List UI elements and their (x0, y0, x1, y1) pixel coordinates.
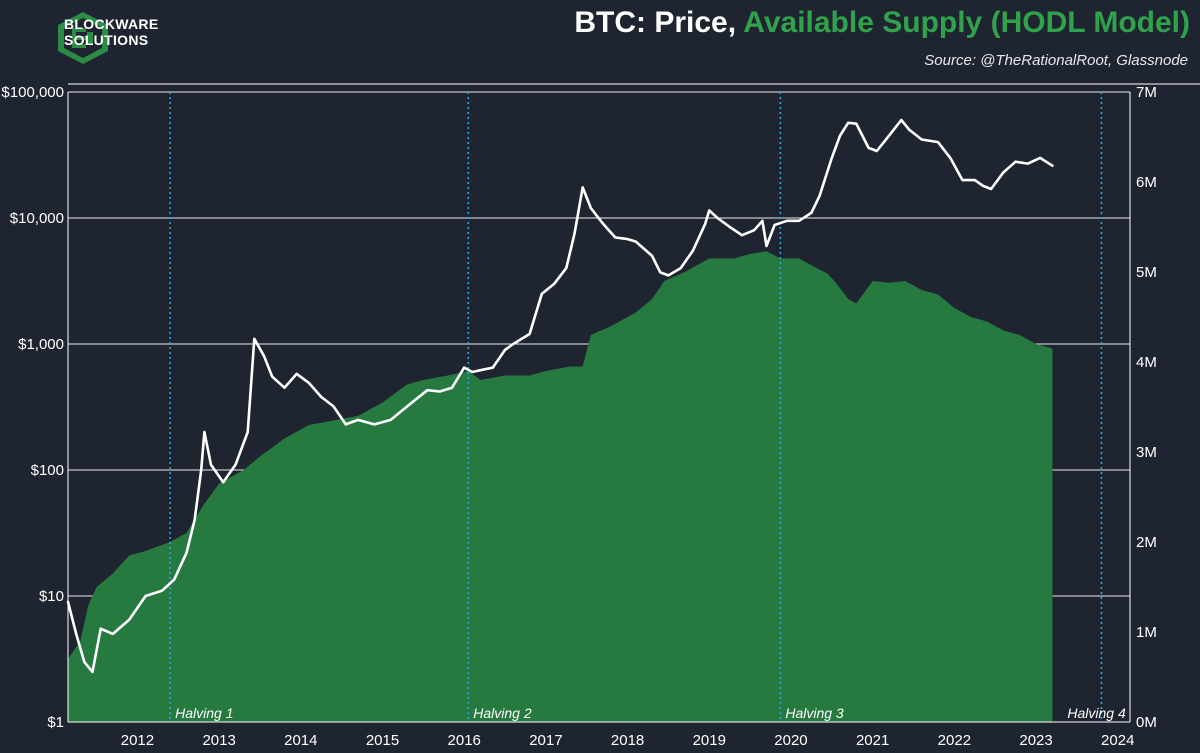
chart-source: Source: @TheRationalRoot, Glassnode (924, 52, 1188, 69)
x-tick-label: 2017 (529, 732, 562, 749)
price-line-group (66, 118, 1054, 674)
x-tick-label: 2016 (448, 732, 481, 749)
logo-line1: BLOCKWARE (64, 16, 159, 32)
x-tick-label: 2022 (938, 732, 971, 749)
plot-frame (67, 83, 1200, 723)
title-accent: Available Supply (HODL Model) (743, 6, 1190, 39)
x-tick-label: 2015 (366, 732, 399, 749)
x-tick-label: 2024 (1101, 732, 1134, 749)
y-left-tick-label: $1 (47, 714, 64, 731)
x-tick-label: 2018 (611, 732, 644, 749)
y-right-tick-label: 0M (1136, 714, 1157, 731)
x-tick-label: 2023 (1019, 732, 1052, 749)
x-tick-label: 2014 (284, 732, 317, 749)
chart-title: BTC: Price, Available Supply (HODL Model… (574, 6, 1190, 40)
y-left-tick-label: $1,000 (18, 336, 64, 353)
x-tick-label: 2021 (856, 732, 889, 749)
y-right-tick-label: 7M (1136, 84, 1157, 101)
y-left-tick-label: $100,000 (1, 84, 64, 101)
halving-label: Halving 2 (473, 705, 532, 721)
price-line (66, 118, 1054, 674)
y-left-tick-label: $10 (39, 588, 64, 605)
y-right-tick-label: 4M (1136, 354, 1157, 371)
y-left-tick-label: $10,000 (10, 210, 64, 227)
y-right-tick-label: 1M (1136, 624, 1157, 641)
y-right-tick-label: 5M (1136, 264, 1157, 281)
halving-label: Halving 1 (175, 705, 233, 721)
blockware-logo-icon (58, 12, 108, 64)
available-supply-area (68, 251, 1053, 723)
title-prefix: BTC: Price, (574, 6, 744, 39)
logo-line2: SOLUTIONS (64, 32, 149, 48)
x-tick-label: 2013 (202, 732, 235, 749)
y-right-tick-label: 3M (1136, 444, 1157, 461)
halving-lines: Halving 1 Halving 2 Halving 3 Halving 4 (169, 92, 1126, 722)
supply-area-group (68, 251, 1053, 723)
x-tick-label: 2020 (774, 732, 807, 749)
tick-labels: $1 $10 $100 $1,000 $10,000 $100,000 0M 1M 2M 3M 4M… (1, 84, 1156, 749)
x-tick-label: 2019 (693, 732, 726, 749)
y-right-tick-label: 2M (1136, 534, 1157, 551)
halving-label: Halving 3 (785, 705, 844, 721)
y-left-tick-label: $100 (31, 462, 64, 479)
logo-wordmark: BLOCKWARE SOLUTIONS (64, 16, 158, 48)
x-tick-label: 2012 (121, 732, 154, 749)
halving-label: Halving 4 (1067, 705, 1126, 721)
y-right-tick-label: 6M (1136, 174, 1157, 191)
